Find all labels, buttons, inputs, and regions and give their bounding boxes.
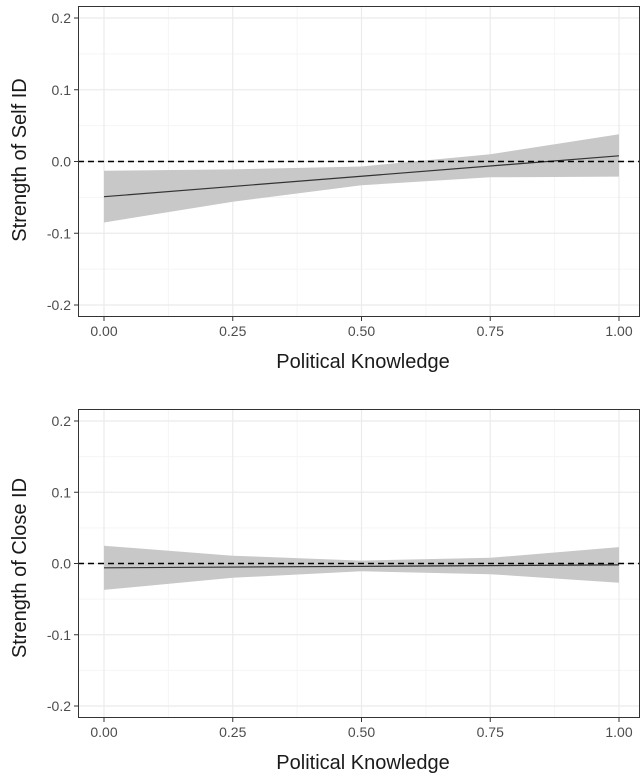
fit-line (103, 564, 620, 569)
x-tick-label: 0.75 (477, 323, 504, 339)
confidence-band (104, 545, 619, 590)
y-tick-label: -0.2 (47, 297, 71, 313)
y-tick-label: 0.1 (52, 484, 72, 500)
y-axis-title: Strength of Close ID (9, 478, 31, 658)
y-tick-label: 0.1 (52, 82, 72, 98)
x-tick-label: 0.50 (348, 724, 375, 740)
fit-line (103, 155, 620, 198)
x-tick-label: 0.00 (90, 323, 117, 339)
y-tick-label: -0.1 (47, 627, 71, 643)
panel-self-id: Strength of Self ID Political Knowledge … (9, 6, 640, 373)
panel-close-id: Strength of Close ID Political Knowledge… (9, 409, 640, 774)
y-axis-title: Strength of Self ID (9, 78, 31, 241)
y-tick-label: 0.2 (52, 10, 72, 26)
y-tick-label: 0.0 (52, 556, 72, 572)
y-tick-label: -0.1 (47, 225, 71, 241)
x-axis-title: Political Knowledge (276, 752, 449, 774)
x-axis-title: Political Knowledge (276, 351, 449, 373)
panel-border (78, 6, 640, 317)
x-tick-label: 1.00 (605, 724, 632, 740)
x-tick-label: 1.00 (605, 323, 632, 339)
y-tick-label: -0.2 (47, 698, 71, 714)
panel-border (78, 409, 640, 718)
confidence-band (104, 134, 619, 223)
x-tick-label: 0.50 (348, 323, 375, 339)
x-tick-label: 0.00 (90, 724, 117, 740)
x-tick-label: 0.75 (477, 724, 504, 740)
x-tick-label: 0.25 (219, 724, 246, 740)
x-tick-label: 0.25 (219, 323, 246, 339)
y-tick-label: 0.0 (52, 154, 72, 170)
y-tick-label: 0.2 (52, 413, 72, 429)
